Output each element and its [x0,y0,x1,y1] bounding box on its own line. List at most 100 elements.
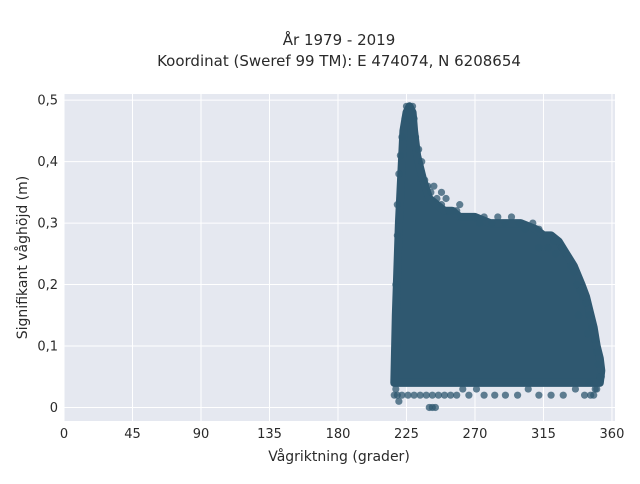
scatter-point [398,391,406,399]
scatter-point [424,182,432,190]
scatter-point [393,201,401,209]
scatter-point [515,219,523,227]
scatter-point [434,391,443,399]
scatter-point [395,397,403,405]
y-axis-label: Signifikant våghöjd (m) [14,176,31,339]
scatter-point [447,391,455,399]
scatter-point [574,311,583,319]
scatter-point [584,330,592,338]
scatter-point [393,342,401,350]
scatter-point [421,176,429,184]
scatter-point [580,391,589,399]
scatter-point [459,385,467,393]
scatter-point [440,391,449,399]
scatter-point [437,201,446,209]
scatter-point [591,336,599,344]
scatter-point [588,323,596,332]
chart-title-line2: Koordinat (Sweref 99 TM): E 474074, N 62… [157,52,521,70]
scatter-point [513,391,522,399]
scatter-point [494,213,502,221]
scatter-point [521,225,529,233]
scatter-point [422,391,430,399]
x-tick-label: 360 [600,427,625,442]
scatter-point [456,201,464,209]
scatter-point [433,194,441,203]
x-tick-label: 315 [531,427,556,442]
scatter-point [412,133,420,141]
scatter-point [562,250,570,258]
data-layer [390,102,606,412]
scatter-point [472,385,481,393]
scatter-point [410,114,418,123]
x-tick-label: 0 [60,427,68,442]
scatter-point [408,102,417,110]
scatter-point [396,151,404,160]
scatter-point [418,158,426,166]
scatter-point [453,391,461,399]
scatter-point [541,231,549,239]
scatter-point [579,293,587,301]
y-tick-label: 0 [50,401,58,416]
scatter-point [547,231,555,239]
x-tick-label: 90 [193,427,210,442]
scatter-point [393,231,401,239]
scatter-point [428,391,436,399]
x-tick-label: 180 [326,427,351,442]
scatter-point [507,213,516,221]
scatter-point [465,391,473,399]
scatter-point [488,219,496,227]
scatter-point [573,280,581,289]
scatter-point [404,391,412,399]
scatter-point [501,219,510,227]
y-tick-label: 0,2 [37,278,58,293]
scatter-point [401,114,409,123]
scatter-point [582,299,590,307]
scatter-point [535,391,543,399]
y-tick-label: 0,4 [37,155,58,170]
scatter-point [395,170,403,178]
scatter-point [587,391,595,399]
scatter-point [547,391,555,399]
x-tick-label: 45 [124,427,141,442]
x-tick-label: 270 [463,427,488,442]
scatter-point [593,348,601,356]
scatter-point [398,133,406,141]
scatter-point [570,268,578,276]
scatter-point [544,244,552,252]
scatter-point [535,244,543,252]
y-tick-label: 0,1 [37,340,58,355]
scatter-point [442,194,450,203]
scatter-point [410,391,418,399]
scatter-point [453,207,461,215]
scatter-point [594,360,602,369]
y-tick-label: 0,3 [37,217,58,232]
scatter-point [480,213,488,221]
scatter-point [555,237,563,246]
scatter-point [559,391,567,399]
scatter-point [491,391,499,399]
scatter-point [416,391,424,399]
x-tick-label: 225 [394,427,419,442]
scatter-point [480,391,488,399]
scatter-point [591,385,599,393]
scatter-point [392,385,400,393]
scatter-point [475,219,484,227]
scatter-point [392,280,400,289]
scatter-point [471,213,479,221]
scatter-point [585,311,593,319]
scatter-point [571,385,580,393]
scatter-point [427,188,435,196]
scatter-point [552,250,560,258]
scatter-point [597,373,605,381]
chart-title-line1: År 1979 - 2019 [283,30,396,49]
x-axis-label: Vågriktning (grader) [268,448,410,465]
y-tick-label: 0,5 [37,94,58,109]
scatter-point [585,379,593,387]
scatter-point [501,391,510,399]
scatter-point [567,262,575,270]
scatter-point [558,244,566,252]
scatter-point [431,403,439,412]
tick-labels: 0 45 90 135 180 225 270 315 360 0 0,1 0,2 0,3 0,4 0,5 [37,94,624,442]
scatter-point [529,219,537,227]
